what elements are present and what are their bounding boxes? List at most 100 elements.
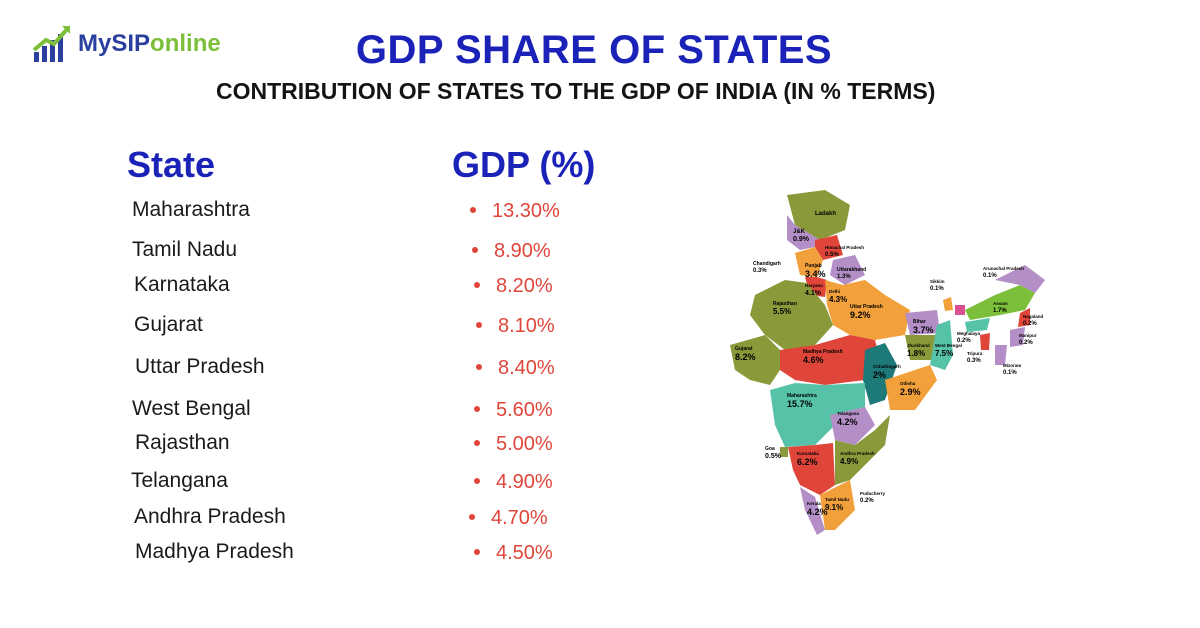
region-pink [955,305,965,315]
map-state-name: Uttar Pradesh [850,304,883,310]
gdp-value: 8.90% [472,240,551,263]
gdp-value: 5.00% [474,433,553,456]
map-state-name: Gujarat [735,346,753,352]
map-state-name: Goa [765,446,775,452]
region-arunachal [995,265,1045,293]
map-state-name: Mizoram [1003,363,1021,368]
region-maharashtra [770,383,865,447]
map-state-value: 0.3% [967,358,981,364]
map-state-value: 2.9% [900,387,921,397]
map-state-name: Himachal Pradesh [825,245,864,250]
map-state-value: 0.2% [1023,321,1037,327]
map-state-value: 4.9% [840,457,858,466]
map-state-value: 9.1% [825,503,843,512]
map-state-name: Tamil Nadu [825,497,849,502]
map-state-name: Delhi [829,289,840,294]
map-state-value: 0.2% [957,338,971,344]
map-state-value: 0.5% [765,453,782,460]
region-mizoram [995,345,1007,365]
region-westbengal [930,320,953,370]
gdp-value: 8.40% [476,357,555,380]
map-state-name: Manipur [1019,333,1037,338]
map-state-value: 4.2% [807,507,828,517]
region-assam [965,285,1035,320]
region-rajasthan [750,280,833,350]
map-state-name: Chandigarh [753,261,781,267]
map-state-name: Bihar [913,319,926,325]
map-state-name: Andhra Pradesh [840,451,875,456]
map-state-value: 15.7% [787,399,813,409]
page-title: GDP SHARE OF STATES [355,28,833,72]
bullet-icon [474,548,480,555]
bullet-icon [474,405,480,412]
state-name: Karnataka [134,273,230,296]
map-state-value: 5.5% [773,307,791,316]
column-header-gdp: GDP (%) [452,144,596,185]
region-mp [780,335,880,385]
map-state-value: 9.2% [850,310,871,320]
map-state-value: 1.8% [907,349,925,358]
map-state-value: 0.2% [860,498,874,504]
gdp-value: 4.70% [469,507,548,530]
region-gujarat [730,335,780,385]
map-state-name: J&K [793,229,806,235]
region-ap [835,415,890,485]
india-map: Ladakh J&K0.9% Himachal Pradesh 0.5% Chandig… [730,190,1045,535]
map-state-name: Sikkim [930,279,945,284]
map-state-name: Jharkhand [907,343,930,348]
gdp-value: 8.20% [474,275,553,298]
map-state-name: Odisha [900,381,916,386]
column-header-state: State [127,144,216,185]
map-state-value: 4.1% [805,290,822,297]
map-state-name: Kerala [807,501,821,506]
map-state-name: Haryana [805,283,823,288]
bullet-icon [476,363,482,370]
region-tripura [980,333,990,350]
map-state-value: 3.7% [913,325,934,335]
region-karnataka [788,443,835,495]
region-ladakh [787,190,850,240]
bullet-icon [469,513,475,520]
state-name: Rajasthan [135,431,230,454]
map-state-name: Telangana [837,411,859,416]
map-state-value: 0.1% [930,286,944,292]
map-state-value: 0.1% [983,273,997,279]
region-goa [780,447,788,457]
state-name: Maharashtra [132,198,250,221]
map-state-name: Puducherry [860,491,886,496]
region-uttarakhand [830,255,865,285]
page-subtitle: CONTRIBUTION OF STATES TO THE GDP OF IND… [216,78,936,104]
bullet-icon [474,477,480,484]
map-state-value: 0.5% [825,252,839,258]
map-state-name: Chhattisgarh [873,364,901,369]
map-state-value: 3.4% [805,269,826,279]
state-name: Telangana [131,469,228,492]
map-state-name: Rajasthan [773,301,797,307]
gdp-value: 5.60% [474,399,553,422]
map-state-value: 1.7% [993,308,1007,314]
bullet-icon [474,281,480,288]
region-odisha [885,365,937,410]
map-state-name: Madhya Pradesh [803,349,843,355]
region-up [827,280,910,340]
map-state-value: 2% [873,370,886,380]
region-manipur [1010,327,1025,347]
region-nagaland [1018,308,1030,327]
bullet-icon [472,246,478,253]
region-himachal [815,235,843,260]
state-name: Tamil Nadu [132,238,238,261]
map-state-name: Arunachal Pradesh [983,266,1024,271]
region-meghalaya [965,318,990,332]
map-state-name: Nagaland [1023,314,1044,319]
logo: MySIPonline [32,22,262,66]
region-jharkhand [905,335,937,360]
region-punjab [795,247,823,277]
map-state-value: 1.3% [837,274,851,280]
map-state-value: 0.1% [1003,370,1017,376]
map-state-value: 0.9% [793,236,810,243]
region-kerala [800,487,825,535]
region-jk [787,215,820,250]
gdp-value: 8.10% [476,315,555,338]
map-state-value: 0.2% [1019,340,1033,346]
map-state-value: 4.3% [829,295,847,304]
